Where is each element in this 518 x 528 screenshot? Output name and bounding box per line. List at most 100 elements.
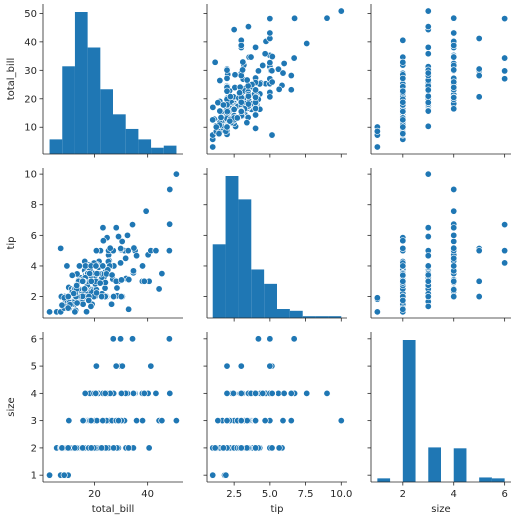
scatter-point [399,123,407,131]
scatter-point [424,43,432,51]
hist-bar [251,269,265,318]
scatter-point [229,389,237,397]
x-tick-label: 10.0 [330,489,352,500]
scatter-point [122,254,130,262]
scatter-point [92,362,100,370]
scatter-point [243,417,251,425]
scatter-point [450,53,458,61]
scatter-point [133,417,141,425]
hist-bar [225,176,239,318]
scatter-point [424,50,432,58]
scatter-point [303,40,311,48]
y-tick-label: 1 [31,471,37,482]
scatter-point [230,26,238,34]
scatter-point [73,299,81,307]
scatter-point [424,252,432,260]
scatter-point [337,417,345,425]
scatter-point [252,124,260,132]
scatter-point [226,117,234,125]
scatter-point [337,7,345,15]
scatter-point [323,389,331,397]
y-tick-label: 4 [31,389,37,400]
scatter-point [274,65,282,73]
scatter-point [123,231,131,239]
scatter-point [64,444,72,452]
scatter-point [110,293,118,301]
scatter-point [71,308,79,316]
scatter-point [219,444,227,452]
hist-bar [491,478,505,482]
scatter-point [79,300,87,308]
scatter-point [166,220,174,228]
y-tick-label: 2 [31,292,37,303]
scatter-point [254,67,262,75]
scatter-point [217,114,225,122]
scatter-point [70,290,78,298]
scatter-point [450,14,458,22]
scatter-point [117,259,125,267]
scatter-point [209,103,217,111]
scatter-point [73,282,81,290]
scatter-point [209,143,217,151]
scatter-point [501,15,509,23]
scatter-point [399,36,407,44]
x-axis-label-total_bill: total_bill [92,504,135,515]
scatter-point [450,254,458,262]
x-axis-label-tip: tip [270,504,283,515]
scatter-point [223,87,231,95]
x-tick-label: 5.0 [262,489,278,500]
scatter-point [166,389,174,397]
scatter-point [399,237,407,245]
scatter-point [129,267,137,275]
scatter-point [275,444,283,452]
scatter-point [93,289,101,297]
hist-bar [328,316,342,318]
x-tick-label: 2.5 [226,489,242,500]
scatter-point [93,417,101,425]
scatter-point [399,116,407,124]
scatter-point [475,293,483,301]
scatter-point [117,335,125,343]
y-tick-label: 4 [31,261,37,272]
scatter-point [450,185,458,193]
scatter-point [211,444,219,452]
scatter-point [275,85,283,93]
hist-bar [264,283,277,318]
hist-bar [212,244,226,318]
scatter-point [424,7,432,15]
scatter-point [268,78,276,86]
hist-bar [315,316,329,318]
scatter-point [117,276,125,284]
scatter-point [46,471,54,479]
scatter-point [290,54,298,62]
y-tick-label: 10 [24,170,37,181]
scatter-point [450,277,458,285]
scatter-point [64,304,72,312]
scatter-point [252,111,260,119]
scatter-point [373,127,381,135]
scatter-point [115,233,123,241]
scatter-point [79,277,87,285]
scatter-point [110,444,118,452]
scatter-point [216,107,224,115]
x-tick-label: 20 [88,489,101,500]
scatter-point [125,444,133,452]
scatter-point [259,61,267,69]
scatter-point [424,170,432,178]
scatter-point [237,444,245,452]
scatter-point [280,389,288,397]
y-tick-label: 20 [24,94,37,105]
scatter-point [57,244,65,252]
hist-bar [151,147,164,154]
scatter-point [93,270,101,278]
scatter-point [87,302,95,310]
scatter-point [243,76,251,84]
scatter-point [424,69,432,77]
scatter-point [109,335,117,343]
scatter-point [450,244,458,252]
scatter-point [244,92,252,100]
scatter-point [147,362,155,370]
scatter-point [236,89,244,97]
y-tick-label: 30 [24,66,37,77]
scatter-point [166,185,174,193]
